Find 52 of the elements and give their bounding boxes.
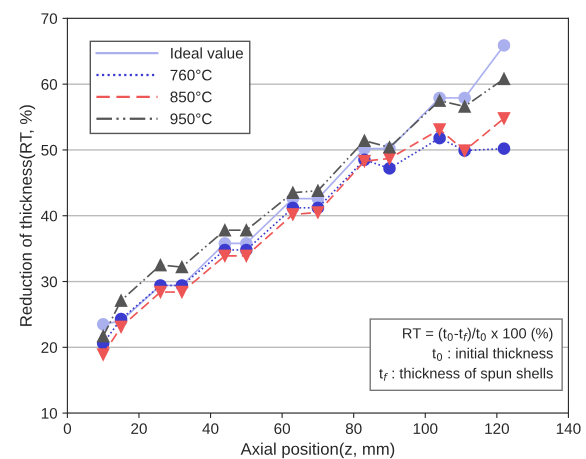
y-tick-label: 20 [41, 342, 58, 353]
point [218, 224, 232, 236]
point [240, 224, 253, 236]
point [433, 132, 446, 144]
x-tick-label: 80 [346, 423, 362, 434]
point [96, 318, 110, 331]
point [176, 260, 188, 274]
point [458, 100, 471, 113]
x-axis-title: Axial position(z, mm) [240, 442, 394, 458]
x-tick-label: 0 [64, 423, 72, 434]
annotation: RT = (t$_{0}$-t$_{f}$)/t$_{0}$ x 100 (%) [403, 328, 552, 342]
legend-label: Ideal value [171, 47, 243, 59]
legend-label: 760°C [170, 70, 212, 80]
y-tick-label: 30 [41, 276, 58, 288]
point [286, 208, 300, 221]
y-tick-label: 10 [42, 408, 58, 419]
x-tick-label: 100 [414, 423, 438, 434]
point [96, 330, 110, 342]
point [154, 286, 167, 298]
point [458, 92, 471, 104]
x-tick-label: 60 [274, 423, 290, 434]
x-tick-label: 20 [131, 423, 147, 434]
x-tick-label: 140 [556, 423, 581, 434]
point [498, 142, 510, 155]
point [114, 320, 128, 334]
point [498, 112, 510, 125]
point [312, 184, 324, 197]
y-tick-label: 50 [41, 144, 58, 156]
legend-label: 950°C [170, 113, 212, 124]
y-axis-title: Reduction of thickness(RT, %) [20, 105, 36, 326]
point [358, 134, 371, 147]
x-tick-label: 120 [485, 423, 509, 434]
point [96, 348, 110, 361]
point [498, 72, 510, 86]
y-tick-label: 70 [41, 13, 58, 24]
point [312, 206, 324, 219]
point [240, 250, 253, 262]
legend-label: 850°C [170, 92, 212, 102]
point [114, 294, 128, 307]
annotation: t$_{0}$ : initial thickness [432, 348, 553, 361]
y-tick-label: 40 [41, 210, 58, 222]
point [433, 94, 446, 107]
x-tick-label: 40 [202, 423, 218, 434]
point [218, 250, 232, 262]
point [433, 123, 446, 136]
point [154, 258, 167, 272]
annotation: t$_{f}$ : thickness of spun shells [379, 368, 553, 382]
y-tick-label: 60 [41, 79, 58, 90]
point [498, 39, 510, 52]
point [383, 162, 396, 175]
point [286, 186, 300, 199]
point [176, 286, 188, 298]
